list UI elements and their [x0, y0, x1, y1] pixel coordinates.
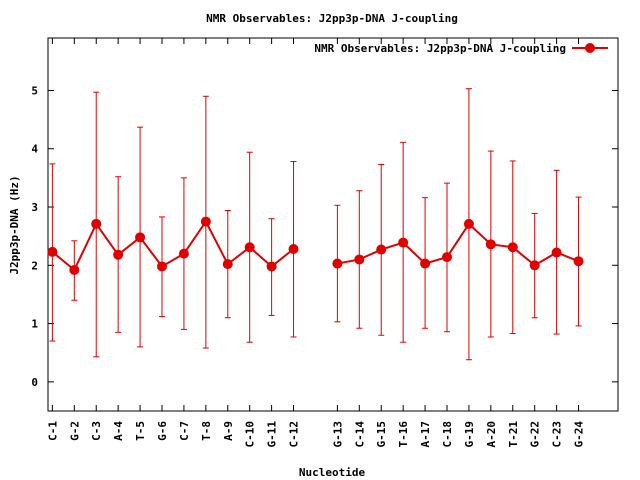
x-tick-label: G-19: [463, 421, 476, 448]
legend-label: NMR Observables: J2pp3p-DNA J-coupling: [314, 42, 566, 55]
y-tick-label: 0: [31, 376, 38, 389]
x-tick-label: A-17: [419, 421, 432, 448]
data-point: [573, 256, 584, 267]
y-tick-label: 4: [31, 143, 38, 156]
data-point: [288, 243, 299, 254]
x-tick-label: C-10: [244, 421, 257, 448]
data-point: [332, 258, 343, 269]
x-tick-label: G-13: [331, 421, 344, 448]
data-point: [69, 264, 80, 275]
data-point: [244, 242, 255, 253]
x-tick-label: G-2: [68, 421, 81, 441]
data-point: [178, 248, 189, 259]
x-tick-label: G-15: [375, 421, 388, 448]
x-tick-label: C-14: [353, 421, 366, 448]
y-axis-label: J2pp3p-DNA (Hz): [8, 175, 21, 274]
data-point: [47, 246, 58, 257]
series-line: [51, 219, 295, 272]
data-point: [485, 239, 496, 250]
x-tick-label: C-3: [90, 421, 103, 441]
x-tick-label: C-12: [288, 421, 301, 448]
y-tick-label: 3: [31, 201, 38, 214]
x-tick-label: A-9: [222, 421, 235, 441]
y-tick-label: 5: [31, 84, 38, 97]
data-point: [398, 237, 409, 248]
y-tick-label: 1: [31, 318, 38, 331]
x-tick-label: C-18: [441, 421, 454, 448]
x-tick-label: T-21: [507, 421, 520, 448]
data-point: [222, 259, 233, 270]
x-tick-label: C-1: [46, 421, 59, 441]
x-axis-ticks: C-1 G-2 C-3 A-4 T-5 G-6 C-7 T-8 A-9 C-10 G-11 C-12 G…: [46, 38, 586, 448]
x-tick-label: A-4: [112, 421, 125, 441]
x-axis-label: Nucleotide: [299, 466, 366, 479]
data-point: [113, 249, 124, 260]
data-point: [354, 254, 365, 265]
data-point: [442, 252, 452, 263]
series-line: [337, 222, 579, 267]
x-tick-label: T-5: [134, 421, 147, 441]
x-tick-label: A-20: [485, 421, 498, 448]
legend-marker: [585, 43, 595, 53]
data-points: [47, 216, 584, 275]
x-tick-label: T-16: [397, 421, 410, 448]
x-tick-label: C-7: [178, 421, 191, 441]
x-tick-label: G-22: [529, 421, 542, 448]
x-tick-label: C-23: [551, 421, 564, 448]
x-tick-label: T-8: [200, 421, 213, 441]
y-axis-ticks: 0 1 2 3 4 5: [31, 84, 618, 389]
chart-title: NMR Observables: J2pp3p-DNA J-coupling: [206, 12, 458, 25]
data-point: [376, 244, 387, 255]
data-point: [91, 218, 102, 229]
data-point: [529, 260, 540, 271]
y-tick-label: 2: [31, 259, 38, 272]
data-point: [507, 242, 518, 253]
data-point: [266, 261, 277, 272]
data-point: [157, 261, 167, 272]
plot-frame: [47, 37, 619, 412]
error-bars: [49, 88, 582, 361]
x-tick-label: G-24: [573, 421, 586, 448]
series-lines: [51, 219, 579, 272]
data-point: [551, 247, 562, 258]
data-point: [200, 216, 211, 227]
legend: NMR Observables: J2pp3p-DNA J-coupling: [314, 42, 608, 55]
x-tick-label: G-11: [266, 421, 279, 448]
data-point: [135, 232, 146, 243]
data-point: [463, 218, 474, 229]
x-tick-label: G-6: [156, 421, 169, 441]
data-point: [420, 258, 431, 269]
